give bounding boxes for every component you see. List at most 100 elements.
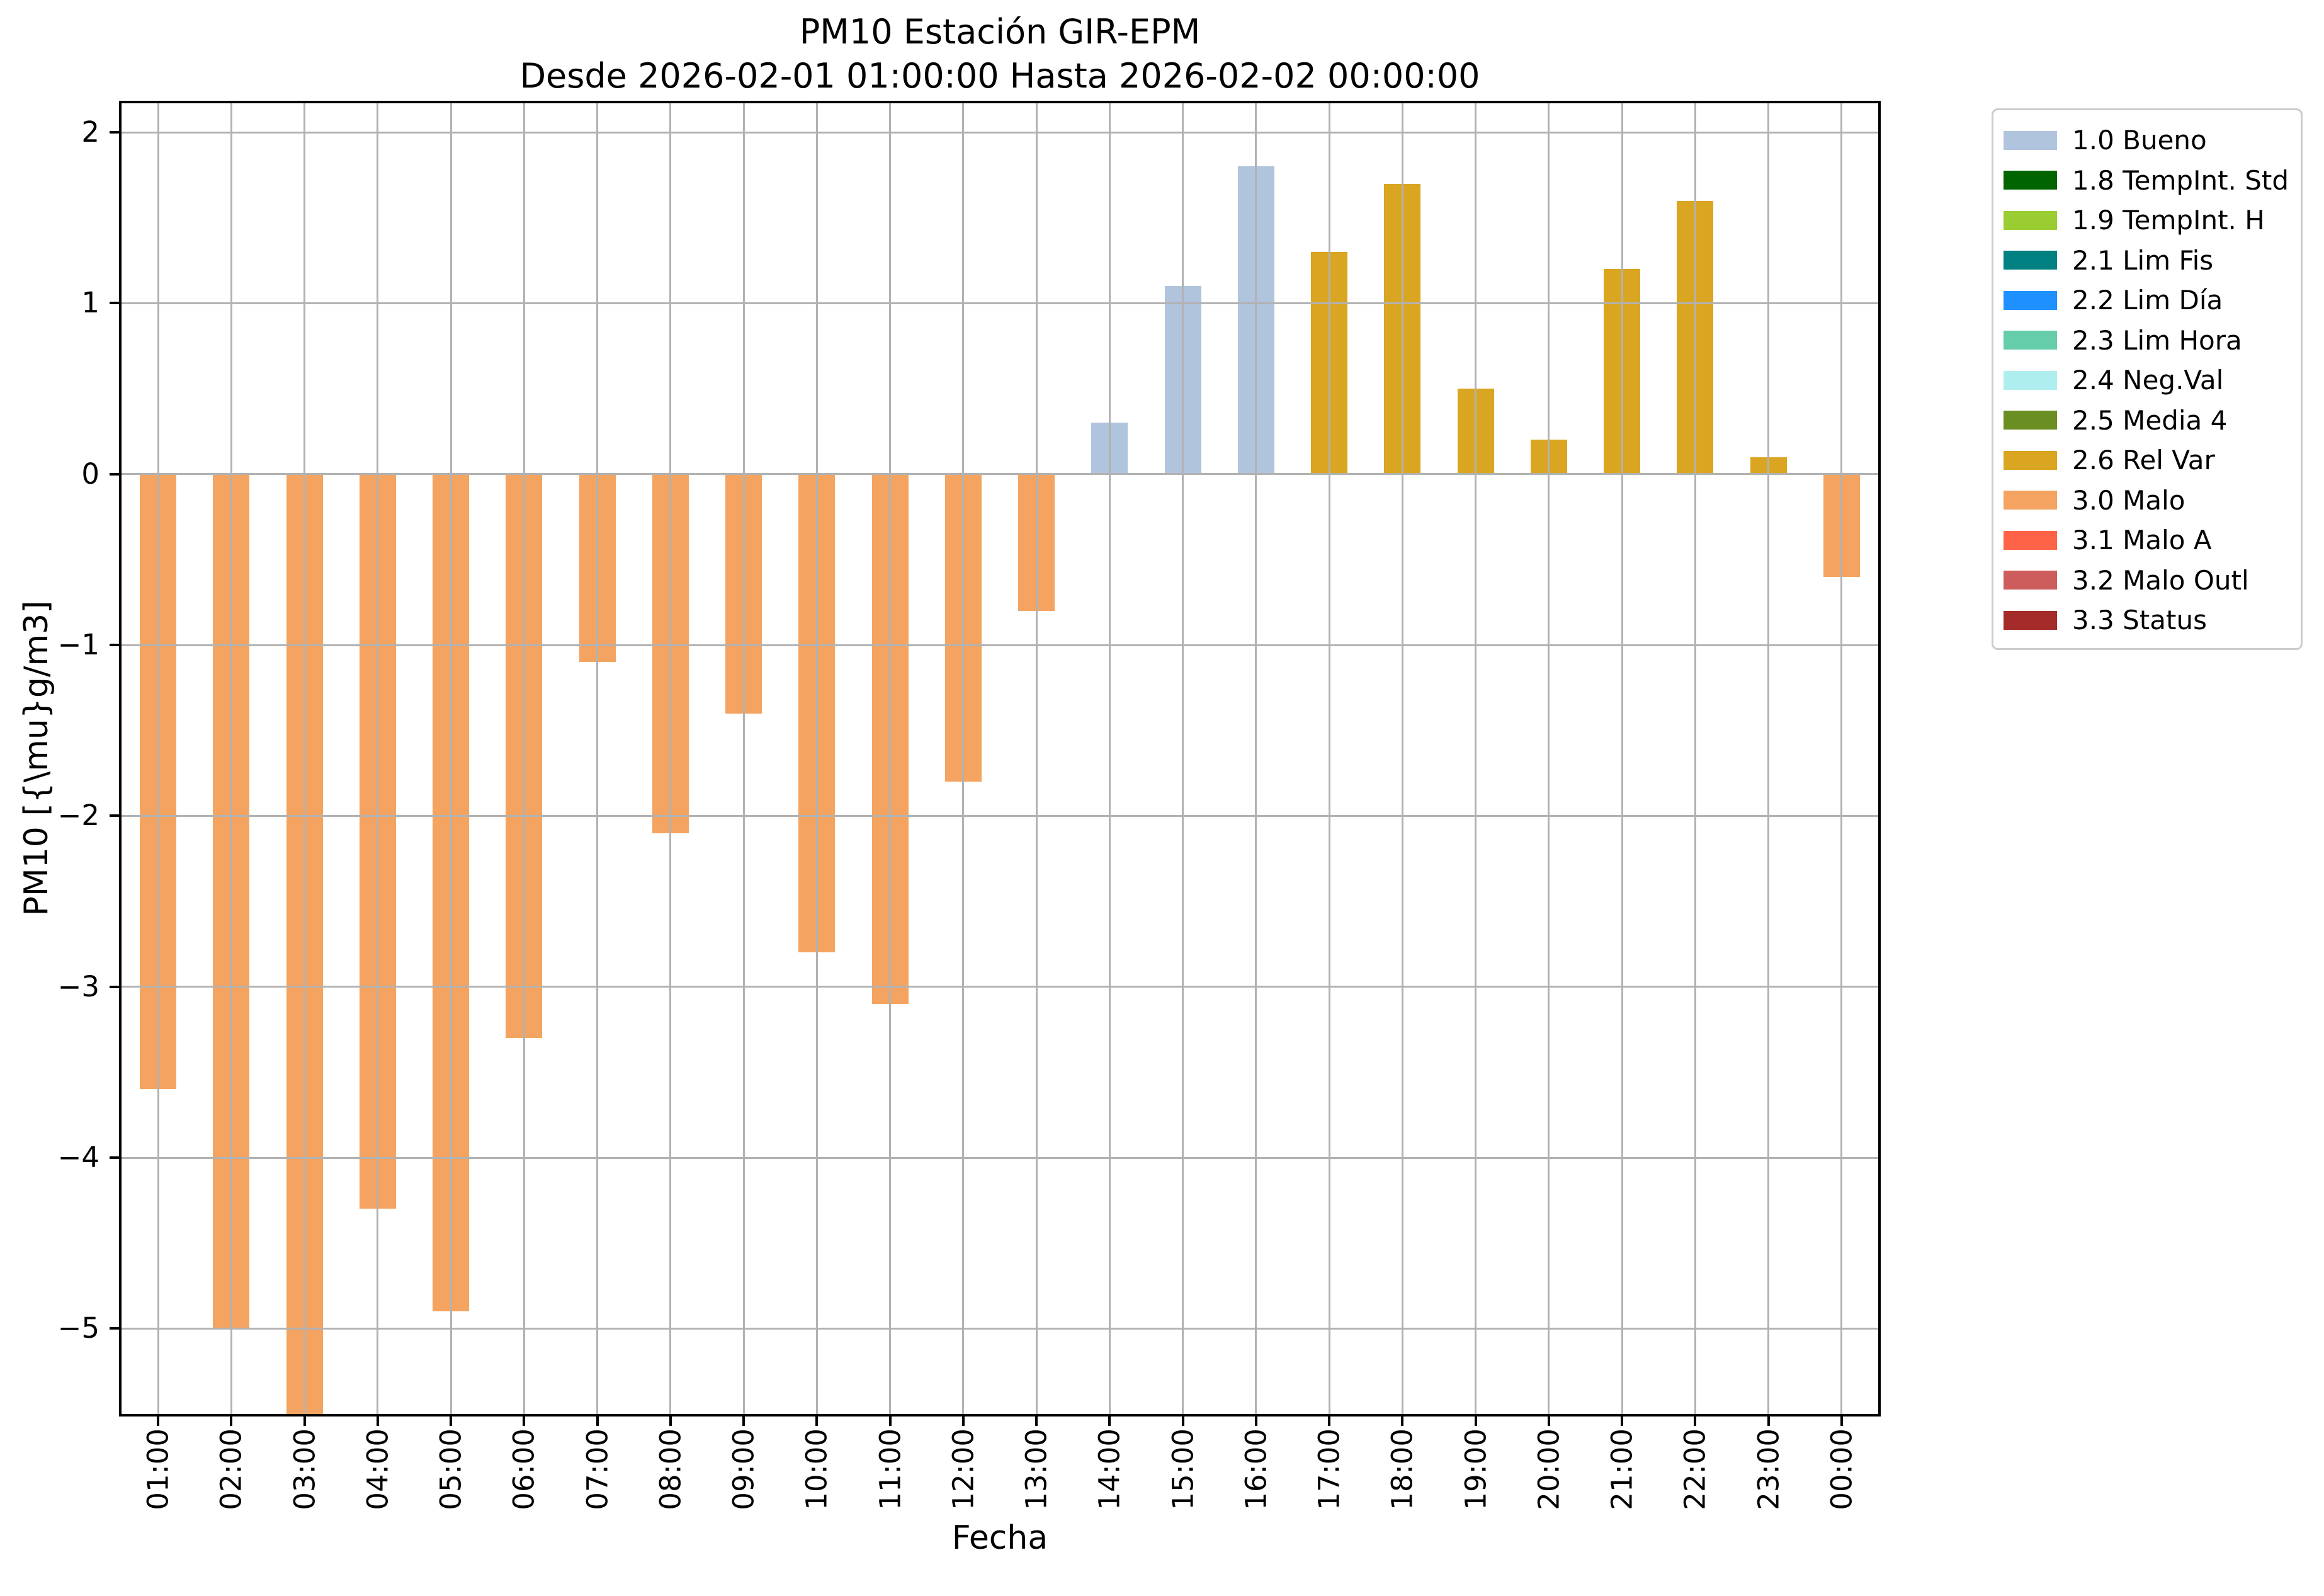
x-tick [888,1416,892,1426]
legend-swatch [2004,450,2057,470]
gridline-vertical [1694,103,1696,1414]
chart-title: PM10 Estación GIR-EPM Desde 2026-02-01 0… [122,10,1878,98]
legend-swatch [2004,411,2057,430]
y-tick [110,985,119,988]
x-tick-label: 14:00 [1092,1428,1126,1510]
y-tick-label: −2 [57,799,99,833]
gridline-vertical [1621,103,1623,1414]
x-tick-label: 22:00 [1678,1428,1712,1510]
x-tick [1547,1416,1550,1426]
y-tick-label: 2 [81,115,99,149]
gridline-vertical [742,103,745,1414]
x-tick-label: 16:00 [1239,1428,1273,1510]
legend-swatch [2004,290,2057,310]
x-tick-label: 04:00 [361,1428,395,1510]
x-tick-label: 05:00 [434,1428,468,1510]
y-tick-label: −4 [57,1141,99,1175]
gridline-vertical [1401,103,1403,1414]
legend-swatch [2004,251,2057,270]
legend-swatch [2004,530,2057,550]
x-tick [1621,1416,1624,1426]
x-tick [815,1416,819,1426]
y-tick-label: 0 [81,457,99,491]
x-tick-label: 08:00 [654,1428,688,1510]
x-tick-label: 00:00 [1825,1428,1859,1510]
gridline-vertical [1328,103,1330,1414]
x-tick-label: 11:00 [873,1428,907,1510]
plot-area: 2 1 0 −1 −2 −3 −4 −5 01:00 02:00 03:00 04:00 05:00 06… [58,101,1881,1510]
gridline-vertical [303,103,306,1414]
y-tick [110,1156,119,1160]
x-tick [1474,1416,1477,1426]
y-tick [110,472,119,476]
x-tick-label: 17:00 [1312,1428,1346,1510]
gridline-horizontal [122,1156,1878,1159]
x-tick-label: 09:00 [727,1428,761,1510]
x-tick [669,1416,672,1426]
x-tick-label: 07:00 [581,1428,615,1510]
legend-label: 3.1 Malo A [2072,525,2212,556]
gridline-horizontal [122,1327,1878,1330]
gridline-vertical [1182,103,1184,1414]
y-tick [110,644,119,647]
x-tick [596,1416,599,1426]
y-axis-title: PM10 [{\mu}g/m3] [18,600,55,916]
legend-item: 1.8 TempInt. Std [2004,161,2294,201]
legend-label: 1.0 Bueno [2072,125,2207,156]
x-tick [961,1416,965,1426]
y-tick-label: −3 [57,969,99,1003]
x-tick [1181,1416,1184,1426]
gridline-vertical [596,103,599,1414]
legend-item: 3.2 Malo Outl [2004,561,2294,601]
legend-swatch [2004,130,2057,150]
gridline-vertical [157,103,159,1414]
x-tick-label: 15:00 [1166,1428,1200,1510]
legend-swatch [2004,171,2057,190]
legend-label: 2.6 Rel Var [2072,445,2215,476]
legend-item: 3.1 Malo A [2004,520,2294,561]
legend-swatch [2004,491,2057,510]
gridline-vertical [1840,103,1843,1414]
x-tick [1840,1416,1843,1426]
legend-label: 3.3 Status [2072,605,2207,636]
y-tick [110,814,119,818]
chart-title-line1: PM10 Estación GIR-EPM [799,12,1201,52]
legend-label: 3.0 Malo [2072,484,2185,516]
x-tick [230,1416,233,1426]
legend-item: 1.0 Bueno [2004,120,2294,161]
x-tick-label: 18:00 [1385,1428,1419,1510]
legend-label: 1.9 TempInt. H [2072,205,2265,236]
gridline-vertical [1475,103,1477,1414]
legend: 1.0 Bueno 1.8 TempInt. Std 1.9 TempInt. H 2… [1992,108,2303,650]
legend-swatch [2004,610,2057,630]
gridline-vertical [1035,103,1038,1414]
gridline-horizontal [122,131,1878,134]
gridline-vertical [523,103,525,1414]
legend-item: 2.4 Neg.Val [2004,360,2294,401]
gridline-vertical [377,103,379,1414]
y-tick-label: 1 [81,286,99,320]
x-tick-label: 21:00 [1605,1428,1639,1510]
x-tick-label: 10:00 [800,1428,834,1510]
chart-title-line2: Desde 2026-02-01 01:00:00 Hasta 2026-02-… [519,56,1480,96]
gridline-vertical [815,103,818,1414]
gridline-vertical [669,103,672,1414]
legend-swatch [2004,331,2057,350]
x-tick [376,1416,379,1426]
y-tick [110,1327,119,1330]
x-axis-title: Fecha [951,1519,1048,1557]
x-tick [742,1416,745,1426]
gridline-horizontal [122,302,1878,304]
x-tick [157,1416,160,1426]
legend-item: 3.0 Malo [2004,481,2294,521]
x-tick [1328,1416,1331,1426]
x-tick [1694,1416,1697,1426]
legend-swatch [2004,370,2057,390]
x-tick [1254,1416,1257,1426]
legend-item: 2.5 Media 4 [2004,401,2294,441]
x-tick-label: 01:00 [141,1428,175,1510]
legend-item: 2.3 Lim Hora [2004,321,2294,361]
legend-label: 3.2 Malo Outl [2072,564,2249,596]
x-tick [523,1416,526,1426]
